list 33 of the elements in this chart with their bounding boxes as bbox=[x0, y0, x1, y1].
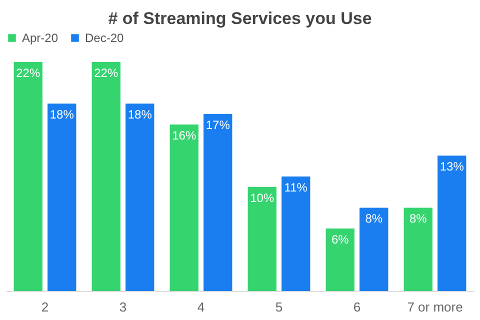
bar bbox=[248, 186, 276, 291]
data-label: 10% bbox=[250, 190, 274, 205]
data-label: 8% bbox=[365, 212, 383, 226]
bar bbox=[282, 176, 310, 291]
data-label: 11% bbox=[284, 180, 308, 194]
bar bbox=[360, 208, 388, 291]
data-label: 18% bbox=[50, 108, 74, 122]
x-tick-label: 5 bbox=[275, 300, 283, 314]
bar bbox=[326, 228, 354, 291]
x-tick-label: 6 bbox=[353, 300, 361, 314]
legend-label: Dec-20 bbox=[85, 31, 124, 45]
bar bbox=[92, 62, 120, 291]
chart-title: # of Streaming Services you Use bbox=[108, 9, 372, 28]
data-label: 8% bbox=[409, 212, 428, 226]
bar bbox=[438, 156, 466, 291]
data-label: 13% bbox=[440, 160, 464, 174]
data-label: 17% bbox=[206, 118, 230, 132]
x-tick-label: 3 bbox=[119, 300, 127, 314]
data-label: 18% bbox=[128, 108, 152, 122]
data-label: 22% bbox=[94, 66, 118, 80]
x-tick-label: 2 bbox=[41, 300, 49, 314]
bar bbox=[126, 104, 154, 291]
x-tick-label: 7 or more bbox=[407, 300, 463, 314]
data-label: 6% bbox=[331, 232, 350, 247]
bar bbox=[170, 124, 198, 291]
data-label: 22% bbox=[16, 66, 40, 80]
legend-label: Apr-20 bbox=[22, 31, 58, 45]
bar bbox=[48, 104, 76, 291]
bar bbox=[14, 62, 42, 291]
x-tick-label: 4 bbox=[197, 300, 205, 314]
data-label: 16% bbox=[172, 128, 196, 142]
bar bbox=[404, 208, 432, 291]
bar bbox=[204, 114, 232, 291]
